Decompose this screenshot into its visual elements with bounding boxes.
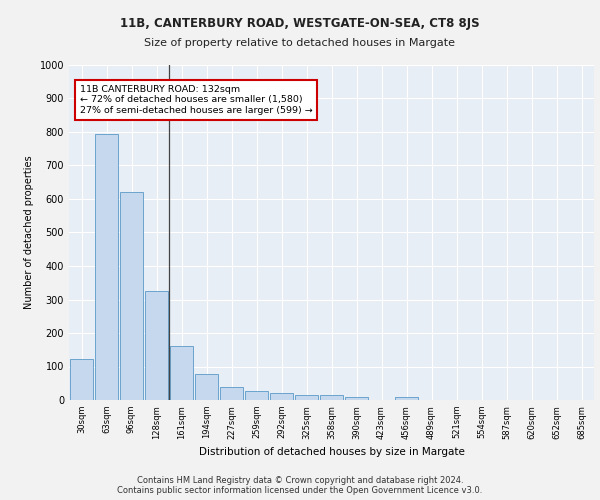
Bar — [95, 134, 118, 400]
Bar — [195, 374, 218, 400]
Bar — [295, 395, 318, 400]
Bar — [345, 398, 368, 400]
Bar — [170, 346, 193, 400]
Text: Contains HM Land Registry data © Crown copyright and database right 2024.: Contains HM Land Registry data © Crown c… — [137, 476, 463, 485]
Bar — [120, 192, 143, 400]
Y-axis label: Number of detached properties: Number of detached properties — [24, 156, 34, 310]
Bar — [220, 386, 243, 400]
Bar — [320, 395, 343, 400]
Text: 11B CANTERBURY ROAD: 132sqm
← 72% of detached houses are smaller (1,580)
27% of : 11B CANTERBURY ROAD: 132sqm ← 72% of det… — [79, 85, 312, 115]
Text: Size of property relative to detached houses in Margate: Size of property relative to detached ho… — [145, 38, 455, 48]
Bar — [145, 291, 168, 400]
X-axis label: Distribution of detached houses by size in Margate: Distribution of detached houses by size … — [199, 447, 464, 457]
Bar — [245, 391, 268, 400]
Bar — [270, 392, 293, 400]
Bar — [395, 396, 418, 400]
Bar — [70, 359, 93, 400]
Text: Contains public sector information licensed under the Open Government Licence v3: Contains public sector information licen… — [118, 486, 482, 495]
Text: 11B, CANTERBURY ROAD, WESTGATE-ON-SEA, CT8 8JS: 11B, CANTERBURY ROAD, WESTGATE-ON-SEA, C… — [120, 18, 480, 30]
